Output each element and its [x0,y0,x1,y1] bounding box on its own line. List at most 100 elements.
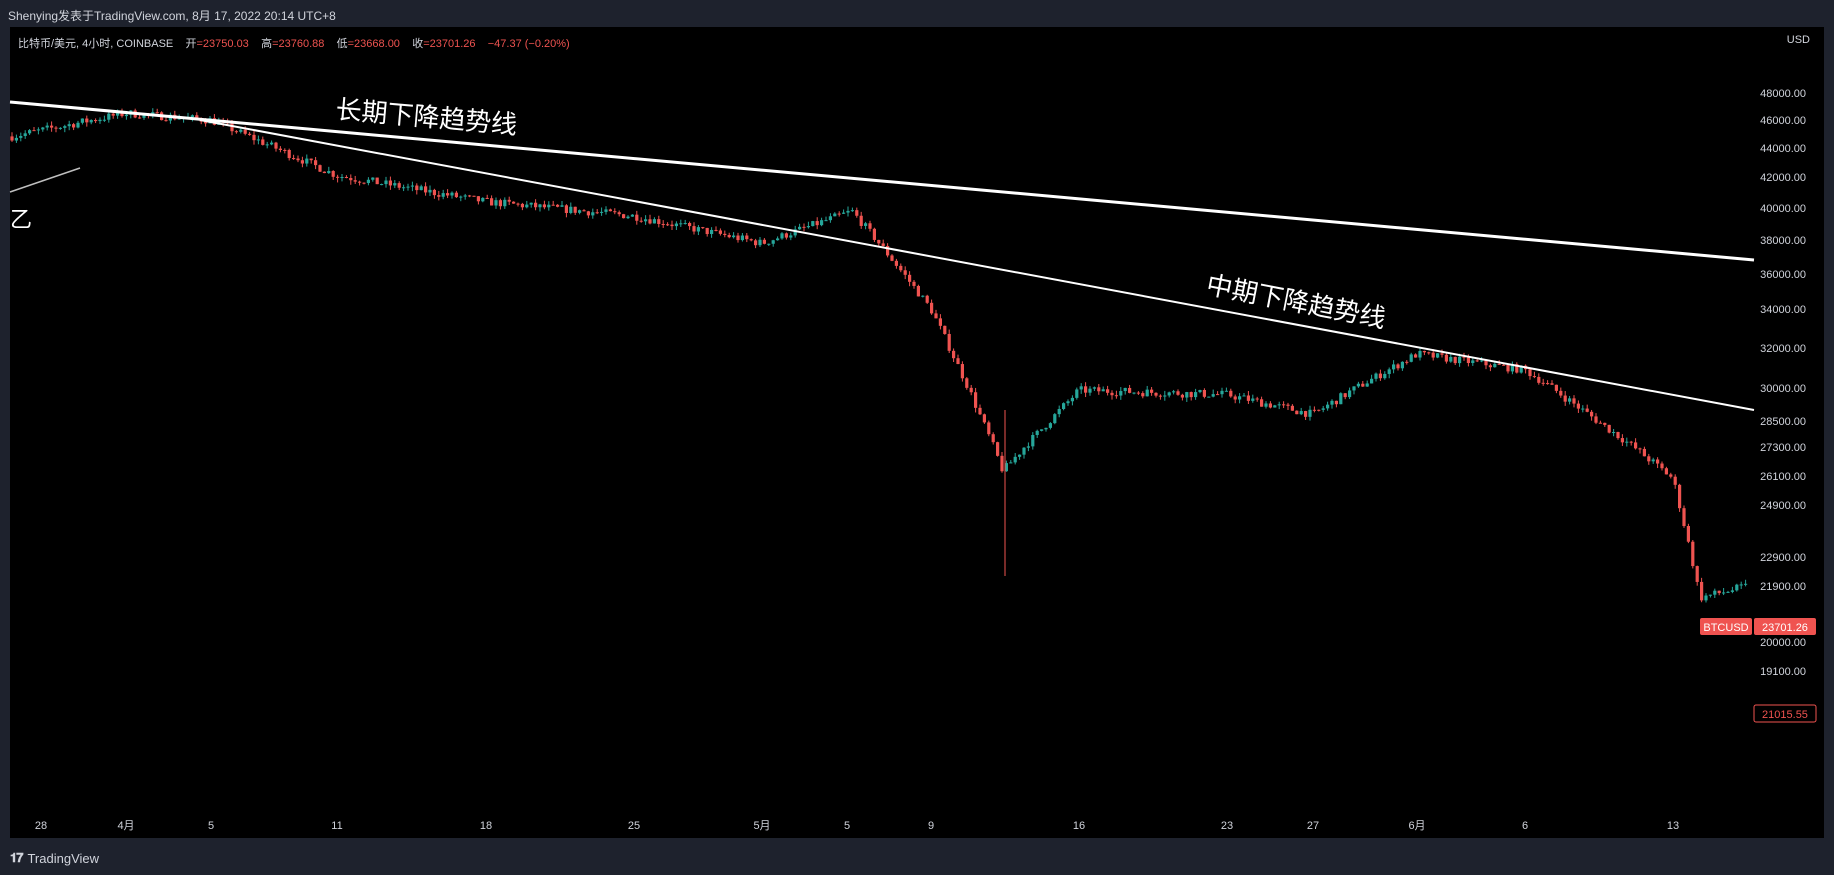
candle-body [98,119,102,122]
candle-body [705,227,709,235]
candle-body [340,177,344,178]
y-tick-label: 34000.00 [1760,304,1806,316]
y-tick-label: 44000.00 [1760,143,1806,155]
candle-body [1136,392,1140,394]
candle-body [1550,383,1554,385]
candle-body [661,223,665,225]
candle-body [463,195,467,197]
candle-body [481,197,485,202]
tradingview-logo[interactable]: 𝟏𝟕 TradingView [10,850,99,866]
y-tick-label: 48000.00 [1760,88,1806,100]
candle-body [745,235,749,240]
candle-body [1726,591,1730,593]
candle-body [1185,392,1189,398]
candle-body [1541,382,1545,384]
candle-body [1554,384,1558,391]
candle-body [476,196,480,202]
candle-body [177,118,181,120]
candle-body [648,219,652,224]
candle-body [1035,430,1039,435]
candle-body [1466,357,1470,364]
candle-body [1590,411,1594,417]
candle-body [1603,422,1607,425]
y-tick-label: 42000.00 [1760,172,1806,184]
candle-body [894,260,898,266]
candle-body [1620,438,1624,443]
candle-body [1660,463,1664,469]
candle-body [393,183,397,186]
candle-body [1568,398,1572,402]
candle-body [1638,448,1642,450]
candle-body [701,227,705,229]
candle-body [1229,390,1233,397]
y-tick-label: 21900.00 [1760,581,1806,593]
candle-body [234,131,238,133]
candle-body [450,192,454,196]
candle-body [1101,389,1105,392]
chart-panel[interactable] [10,27,1824,838]
candle-body [1334,400,1338,405]
candle-body [1431,352,1435,358]
candle-body [190,115,194,118]
symbol-label[interactable]: 比特币/美元, 4小时, COINBASE [18,38,174,50]
x-tick-label: 13 [1667,820,1679,832]
candle-body [1299,411,1303,415]
candle-body [868,223,872,229]
candle-body [758,239,762,246]
candle-body [806,226,810,228]
candle-body [987,422,991,435]
candle-body [14,137,18,141]
candle-body [1114,395,1118,397]
candle-body [1326,404,1330,409]
candle-body [529,202,533,205]
candle-body [1216,394,1220,396]
candle-body [1202,389,1206,397]
candle-body [877,239,881,244]
candle-body [921,295,925,297]
candle-body [1286,404,1290,406]
candle-body [490,198,494,206]
candle-body [1013,456,1017,463]
candle-body [1066,401,1070,404]
secondary-price-tag-bg [1753,704,1817,723]
candle-body [1396,364,1400,369]
candle-body [1370,378,1374,384]
candle-body [908,274,912,282]
candle-body [1471,360,1475,364]
candle-body [503,199,507,207]
candle-body [789,235,793,238]
candle-body [1251,398,1255,401]
candle-body [582,210,586,212]
candle-body [256,139,260,141]
candle-body [639,220,643,222]
x-tick-label: 23 [1221,820,1233,832]
candle-body [1400,361,1404,369]
candle-body [1304,411,1308,417]
candle-body [586,211,590,216]
candle-body [1189,392,1193,398]
candle-body [1704,595,1708,601]
small-support-line [9,167,81,193]
candle-body [710,229,714,235]
candle-body [1735,584,1739,591]
candle-body [1048,423,1052,428]
price-chart[interactable]: 48000.00 46000.00 44000.00 42000.00 40000.00… [0,0,1834,838]
candle-body [89,120,93,123]
candle-body [10,136,14,141]
candle-body [780,233,784,239]
candle-body [1458,356,1462,364]
y-tick-label: 30000.00 [1760,383,1806,395]
candle-body [947,333,951,351]
candle-body [1409,354,1413,362]
candle-body [960,364,964,379]
candle-body [767,243,771,245]
candle-body [534,202,538,208]
candle-body [978,407,982,415]
candle-body [1079,386,1083,390]
candle-body [965,378,969,388]
x-tick-label: 4月 [117,820,134,832]
candle-body [1084,386,1088,393]
candle-body [1260,399,1264,407]
candle-body [1004,463,1008,472]
candle-body [1057,409,1061,415]
